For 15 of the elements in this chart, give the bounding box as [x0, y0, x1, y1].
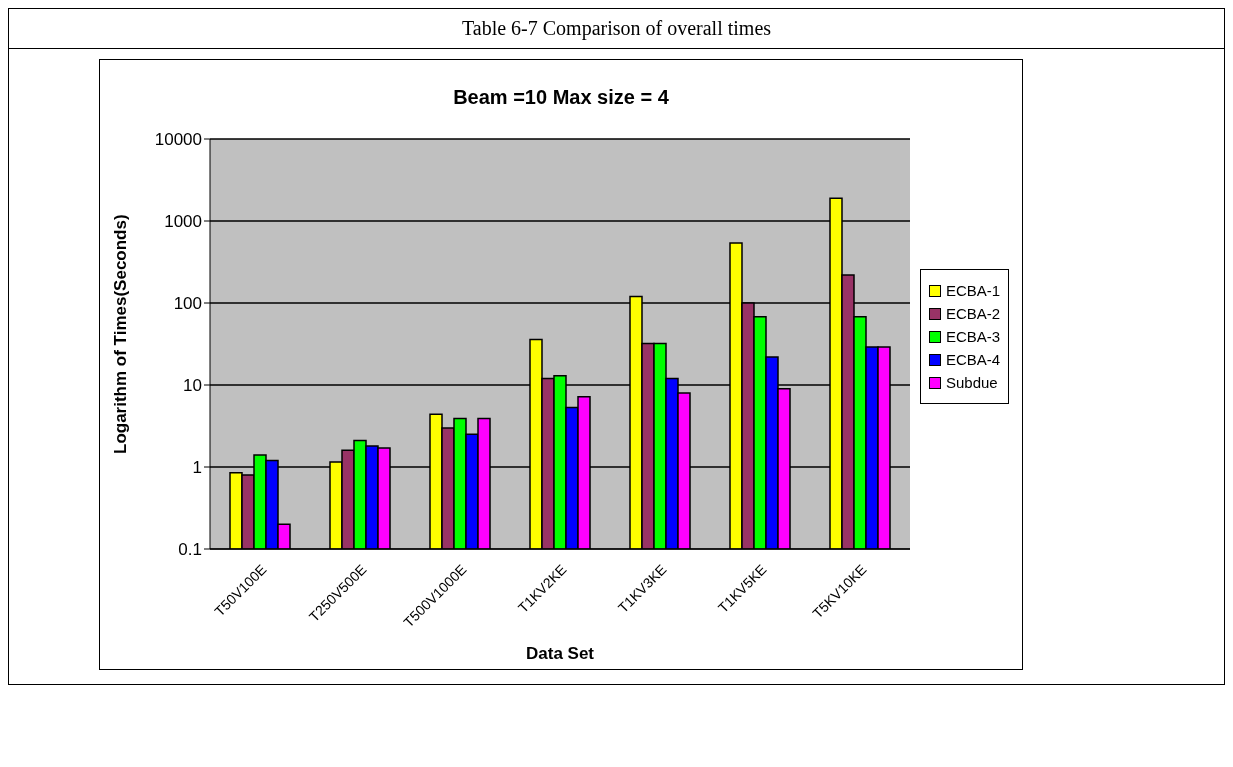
- y-tick-label: 100: [173, 294, 202, 314]
- y-tick-label: 1: [192, 458, 202, 478]
- chart-title: Table 6-7 Comparison of overall times: [9, 9, 1224, 49]
- x-axis-title: Data Set: [525, 644, 595, 663]
- legend-label: ECBA-1: [946, 282, 1001, 299]
- legend-label: ECBA-3: [946, 328, 1001, 345]
- chart-subtitle: Beam =10 Max size = 4: [452, 86, 670, 109]
- y-axis-title: Logarithm of Times(Seconds): [111, 214, 131, 454]
- y-tick-label: 0.1: [178, 540, 202, 560]
- y-tick-label: 10: [183, 376, 202, 396]
- legend-label: Subdue: [946, 374, 998, 391]
- legend-label: ECBA-2: [946, 305, 1001, 322]
- legend-label: ECBA-4: [946, 351, 1001, 368]
- y-tick-label: 1000: [164, 212, 202, 232]
- y-tick-label: 10000: [154, 130, 202, 150]
